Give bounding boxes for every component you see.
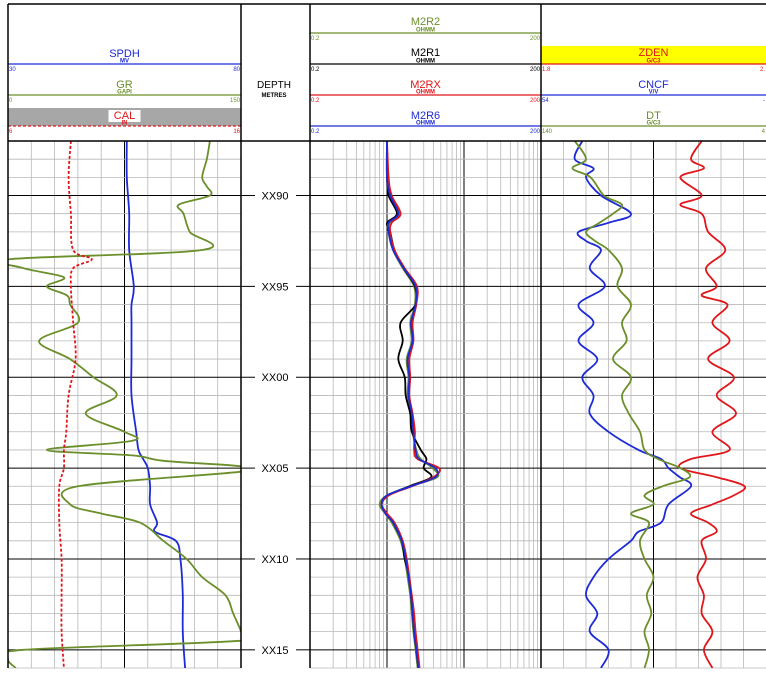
curve-name: CAL <box>114 110 135 122</box>
curve-cal <box>57 141 93 668</box>
curve-name: CNCF <box>638 79 669 91</box>
scale-left-value: 30 <box>9 67 16 73</box>
curve-name: DT <box>646 110 661 122</box>
depth-label: XX95 <box>262 281 289 293</box>
track-curves-2 <box>378 141 441 668</box>
scale-left-value: 6 <box>9 129 13 135</box>
depth-axis-unit: METRES <box>261 93 286 99</box>
depth-label: XX05 <box>262 463 289 475</box>
depth-axis-title: DEPTH <box>257 80 291 91</box>
header-label-box <box>108 110 141 122</box>
frame-layer <box>7 3 766 668</box>
curve-gr <box>8 141 241 668</box>
curve-name: M2R6 <box>411 110 440 122</box>
curve-m2r6 <box>380 141 439 668</box>
curve-unit: G/C3 <box>646 121 661 127</box>
curve-cncf <box>573 141 693 668</box>
curve-unit: V/V <box>649 90 659 96</box>
scale-left-value: 0 <box>9 98 13 104</box>
scale-left-value: 140 <box>542 129 553 135</box>
curve-name: GR <box>116 79 133 91</box>
depth-label: XX15 <box>262 645 289 657</box>
scale-right-value: 80 <box>233 67 240 73</box>
curve-spdh <box>125 141 186 668</box>
curve-zden <box>678 141 747 668</box>
depth-label: XX10 <box>262 554 289 566</box>
curve-unit: G/C3 <box>646 59 661 65</box>
curve-name: M2RX <box>410 79 441 91</box>
curve-name: M2R1 <box>411 47 440 59</box>
scale-right-value: 200 <box>530 98 541 104</box>
scale-left-value: 0.2 <box>311 36 320 42</box>
scale-right-value: 16 <box>233 129 240 135</box>
curve-m2r2 <box>378 141 440 668</box>
header-fill-band <box>541 46 766 64</box>
scale-right-value: - <box>763 98 765 104</box>
depth-label: XX90 <box>262 191 289 203</box>
scale-left-value: 0.2 <box>311 98 320 104</box>
scale-left-value: 0.2 <box>311 67 320 73</box>
track-curves-1 <box>8 141 241 668</box>
track-curves-3 <box>571 141 747 668</box>
curve-dt <box>571 141 692 668</box>
scale-right-value: 200 <box>530 129 541 135</box>
curve-name: SPDH <box>109 48 140 60</box>
curve-unit: OHMM <box>416 28 435 34</box>
curve-unit: OHMM <box>416 121 435 127</box>
grid-layer <box>8 140 766 669</box>
scale-right-value: 4 <box>762 129 766 135</box>
scale-left-value: 1.8 <box>542 67 551 73</box>
scale-left-value: 54 <box>542 98 549 104</box>
curve-header-dt: DTG/C3 140 4 <box>541 110 766 135</box>
curve-unit: OHMM <box>416 90 435 96</box>
curve-name: M2R2 <box>411 16 440 28</box>
scale-right-value: 200 <box>530 36 541 42</box>
depth-label: XX00 <box>262 372 289 384</box>
curve-layer <box>8 141 747 668</box>
curve-name: ZDEN <box>639 47 669 59</box>
curve-unit: MV <box>120 59 129 65</box>
scale-left-value: 0.2 <box>311 129 320 135</box>
curve-unit: IN <box>122 121 128 127</box>
scale-right-value: 2. <box>760 67 765 73</box>
curve-unit: GAPI <box>117 90 132 96</box>
scale-right-value: 150 <box>230 98 241 104</box>
curve-unit: OHMM <box>416 59 435 65</box>
scale-right-value: 200 <box>530 67 541 73</box>
depth-labels: XX90 XX95 XX00 XX05 XX10 XX15 <box>262 191 289 657</box>
